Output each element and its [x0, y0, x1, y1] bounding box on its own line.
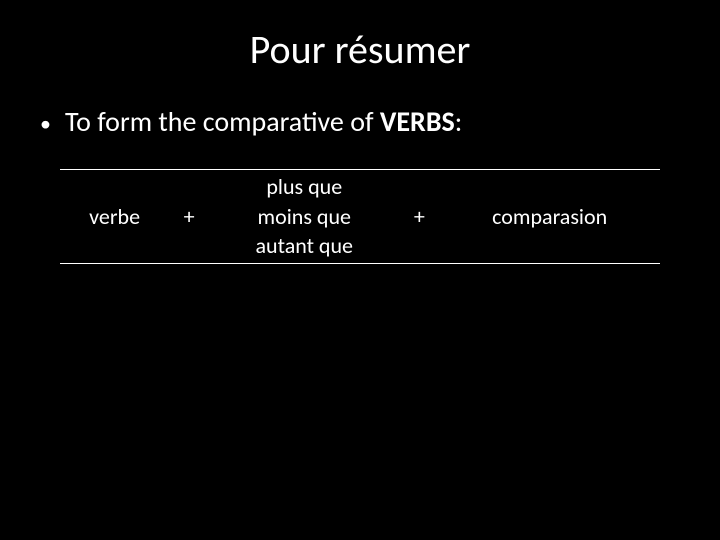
cell-verbe: verbe: [60, 170, 169, 264]
bullet-suffix: :: [455, 104, 463, 139]
option-moins-que: moins que: [215, 202, 393, 232]
cell-options: plus que moins que autant que: [209, 170, 399, 264]
bullet-prefix: To form the comparative of: [65, 104, 380, 139]
cell-comparasion: comparasion: [439, 170, 660, 264]
slide: Pour résumer • To form the comparative o…: [0, 0, 720, 289]
table-row: verbe + plus que moins que autant que + …: [60, 170, 660, 264]
cell-plus-2: +: [399, 170, 439, 264]
slide-title: Pour résumer: [30, 25, 690, 74]
option-autant-que: autant que: [215, 231, 393, 261]
bullet-item: • To form the comparative of VERBS:: [30, 104, 690, 139]
bullet-marker: •: [40, 110, 51, 137]
comparative-table: verbe + plus que moins que autant que + …: [60, 169, 660, 264]
cell-plus-1: +: [169, 170, 209, 264]
table: verbe + plus que moins que autant que + …: [60, 169, 660, 264]
bullet-bold: VERBS: [380, 104, 455, 139]
bullet-text: To form the comparative of VERBS:: [65, 104, 462, 139]
option-plus-que: plus que: [215, 172, 393, 202]
